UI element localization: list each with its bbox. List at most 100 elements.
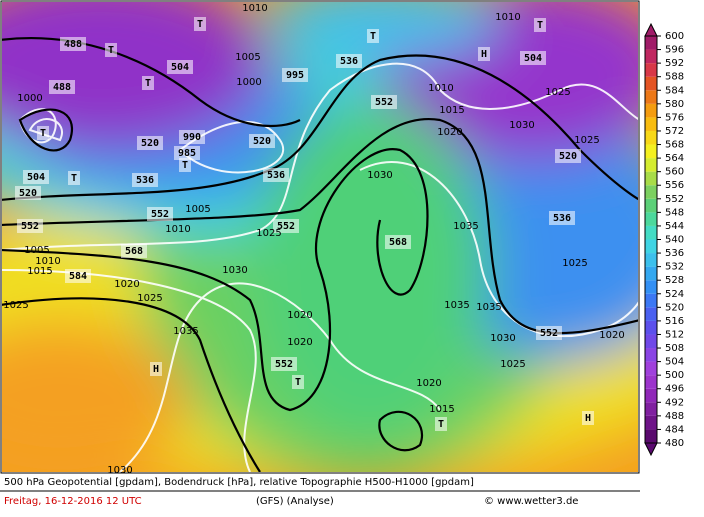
geopotential-label: 552 — [21, 221, 39, 232]
geopotential-label: 552 — [540, 328, 558, 339]
colorbar-arrow-top — [644, 22, 658, 37]
colorbar-tick-label: 528 — [665, 275, 684, 286]
label-bg — [435, 417, 447, 431]
geopotential-label: 536 — [340, 56, 358, 67]
pressure-label: 1025 — [500, 359, 525, 370]
pressure-label: 1030 — [222, 265, 247, 276]
colorbar-segment — [645, 225, 657, 240]
geopotential-label: 552 — [277, 221, 295, 232]
pressure-label: 1035 — [173, 326, 198, 337]
pressure-label: 1025 — [3, 300, 28, 311]
colorbar-segment — [645, 253, 657, 267]
pressure-label: 1010 — [165, 224, 190, 235]
colorbar-segment — [645, 198, 657, 213]
pressure-center: H — [153, 364, 159, 375]
colorbar-segment — [645, 185, 657, 199]
pressure-label: 1020 — [114, 279, 139, 290]
colorbar-segment — [645, 212, 657, 226]
label-bg — [249, 134, 275, 148]
colorbar-segment — [645, 280, 657, 294]
pressure-label: 1025 — [137, 293, 162, 304]
geopotential-label: 520 — [141, 138, 159, 149]
colorbar-tick-label: 600 — [665, 31, 684, 42]
colorbar-segment — [645, 130, 657, 145]
geopotential-label: 536 — [267, 170, 285, 181]
label-bg — [65, 269, 91, 283]
pressure-center: T — [108, 45, 114, 56]
pressure-label: 1020 — [287, 337, 312, 348]
pressure-label: 1035 — [444, 300, 469, 311]
colorbar-segment — [645, 388, 657, 403]
colorbar-tick-label: 564 — [665, 153, 684, 164]
pressure-label: 1025 — [545, 87, 570, 98]
label-bg — [150, 362, 162, 376]
footer-line1: 500 hPa Geopotential [gpdam], Bodendruck… — [4, 477, 474, 488]
label-bg — [142, 76, 154, 90]
footer-model: (GFS) (Analyse) — [256, 496, 334, 507]
label-bg — [179, 158, 191, 172]
colorbar-segment — [645, 266, 657, 281]
colorbar-tick-label: 568 — [665, 140, 684, 151]
label-bg — [555, 149, 581, 163]
geopotential-label: 520 — [19, 188, 37, 199]
geopotential-label: 990 — [183, 132, 201, 143]
pressure-center: T — [197, 19, 203, 30]
colorbar-segment — [645, 334, 657, 349]
colorbar-tick-label: 560 — [665, 167, 684, 178]
pressure-label: 1010 — [242, 3, 267, 14]
pressure-center: T — [40, 128, 46, 139]
colorbar-tick-label: 500 — [665, 370, 684, 381]
geopotential-label: 584 — [69, 271, 87, 282]
pressure-label: 1020 — [437, 127, 462, 138]
colorbar-segment — [645, 429, 657, 443]
geopotential-label: 568 — [389, 237, 407, 248]
label-bg — [194, 17, 206, 31]
map-field — [2, 2, 638, 472]
colorbar-segment — [645, 348, 657, 362]
pressure-label: 1030 — [367, 170, 392, 181]
geopotential-label: 995 — [286, 70, 304, 81]
label-bg — [536, 326, 562, 340]
colorbar-segment — [645, 375, 657, 389]
colorbar-tick-label: 496 — [665, 384, 684, 395]
colorbar-tick-label: 516 — [665, 316, 684, 327]
colorbar-tick-label: 532 — [665, 262, 684, 273]
pressure-label: 1015 — [429, 404, 454, 415]
pressure-center: H — [585, 413, 591, 424]
label-bg — [282, 68, 308, 82]
colorbar-segment — [645, 144, 657, 159]
label-bg — [105, 43, 117, 57]
label-bg — [121, 244, 147, 258]
label-bg — [167, 60, 193, 74]
colorbar-segment — [645, 117, 657, 131]
pressure-label: 1015 — [439, 105, 464, 116]
colorbar-tick-label: 520 — [665, 302, 684, 313]
pressure-label: 1030 — [107, 465, 132, 476]
colorbar-tick-label: 508 — [665, 343, 684, 354]
pressure-center: T — [370, 31, 376, 42]
geopotential-label: 520 — [253, 136, 271, 147]
geopotential-label: 504 — [524, 53, 542, 64]
label-bg — [174, 146, 200, 160]
colorbar-tick-label: 536 — [665, 248, 684, 259]
colorbar-segment — [645, 90, 657, 104]
colorbar-tick-label: 592 — [665, 58, 684, 69]
colorbar-segment — [645, 49, 657, 64]
pressure-label: 1005 — [235, 52, 260, 63]
label-bg — [15, 186, 41, 200]
colorbar-segment — [645, 293, 657, 308]
geopotential-label: 568 — [125, 246, 143, 257]
colorbar-segment — [645, 402, 657, 416]
geopotential-label: 536 — [553, 213, 571, 224]
colorbar-segment — [645, 158, 657, 172]
pressure-label: 1025 — [574, 135, 599, 146]
pressure-center: H — [481, 49, 487, 60]
label-bg — [68, 171, 80, 185]
pressure-label: 1025 — [562, 258, 587, 269]
colorbar-tick-label: 580 — [665, 99, 684, 110]
colorbar-tick-label: 484 — [665, 424, 684, 435]
colorbar-tick-label: 576 — [665, 112, 684, 123]
label-bg — [137, 136, 163, 150]
colorbar-tick-label: 512 — [665, 329, 684, 340]
